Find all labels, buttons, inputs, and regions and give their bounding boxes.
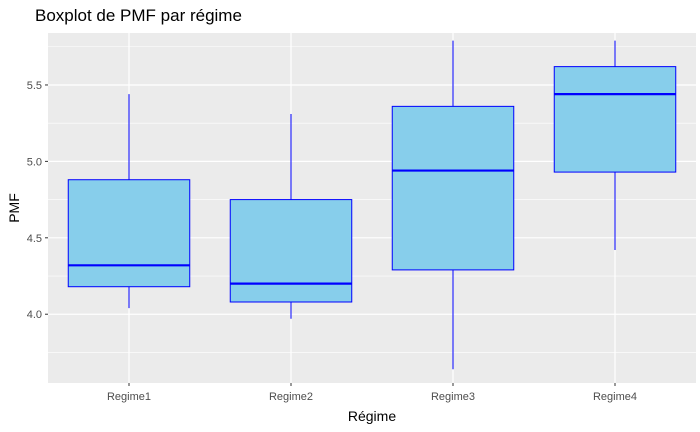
chart-title: Boxplot de PMF par régime [35,6,242,25]
iqr-box [391,105,515,271]
x-axis-title: Régime [348,408,396,424]
y-axis: 4.0 4.5 5.0 5.5 [27,80,48,321]
boxes-layer [67,40,677,370]
iqr-box [229,199,353,303]
x-tick-label: Regime3 [431,391,475,403]
x-tick-label: Regime1 [107,391,151,403]
iqr-box [67,179,191,288]
iqr-box [553,66,677,173]
box-regime2 [229,114,353,319]
x-tick-label: Regime4 [593,391,637,403]
y-tick-label: 5.0 [27,156,42,168]
y-axis-title: PMF [6,193,22,223]
y-tick-label: 4.5 [27,233,42,245]
x-tick-label: Regime2 [269,391,313,403]
y-tick-label: 5.5 [27,80,42,92]
box-regime4 [553,40,677,251]
box-regime1 [67,94,191,309]
box-regime3 [391,40,515,370]
y-tick-label: 4.0 [27,309,42,321]
x-axis: Regime1 Regime2 Regime3 Regime4 [107,383,637,403]
